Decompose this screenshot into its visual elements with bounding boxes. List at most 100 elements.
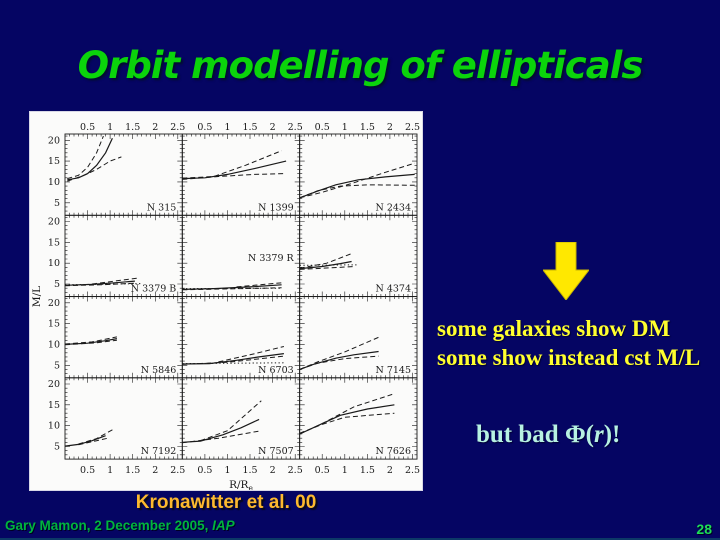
y-tick-label: 20 [48, 379, 60, 390]
y-tick-label: 10 [48, 421, 60, 432]
phi-annotation-suffix: )! [603, 421, 621, 448]
x-tick-label: 2 [270, 465, 276, 476]
footer-credit-text: Gary Mamon, 2 December 2005, [5, 518, 213, 533]
x-tick-label: 0.5 [315, 465, 330, 476]
x-tick-label: 0.5 [197, 122, 212, 133]
galaxy-label: N 7192 [141, 446, 177, 457]
solid-line [299, 173, 415, 199]
dashed-upper-line [78, 429, 113, 445]
x-tick-label: 1.5 [242, 122, 257, 133]
solid-line [67, 137, 113, 181]
galaxy-label: N 5846 [141, 365, 177, 376]
y-tick-label: 20 [48, 135, 60, 146]
galaxy-label: N 7145 [375, 365, 411, 376]
y-tick-label: 20 [48, 298, 60, 309]
solid-line [299, 260, 352, 270]
x-tick-label: 1 [342, 465, 348, 476]
dm-annotation-line2: some show instead cst M/L [437, 345, 701, 370]
ml-profiles-chart: N 315 N 1399 N 2434 N 3379 B N 3379 R N 4374 N… [31, 122, 420, 493]
galaxy-label: N 7626 [375, 446, 411, 457]
y-axis-title: M/L [31, 286, 43, 307]
x-tick-label: 2 [152, 122, 158, 133]
x-tick-label: 2.5 [288, 465, 303, 476]
phi-annotation-variable: r [594, 421, 604, 448]
plot-panel: N 5846 [64, 296, 183, 379]
y-tick-label: 10 [48, 177, 60, 188]
x-tick-label: 2 [152, 465, 158, 476]
slide-bottom-edge [0, 538, 720, 540]
page-number: 28 [696, 521, 712, 537]
plot-panel: N 1399 [181, 133, 301, 216]
galaxy-label: N 3379 R [248, 253, 295, 264]
y-tick-label: 15 [48, 319, 60, 330]
x-tick-label: 2 [270, 122, 276, 133]
dashed-upper-line [299, 162, 415, 199]
plot-panel: N 7507 [181, 377, 301, 460]
solid-line [182, 353, 284, 365]
dm-annotation-line1: some galaxies show DM [437, 316, 671, 341]
dotted-line [299, 264, 359, 266]
galaxy-label: N 1399 [258, 202, 294, 213]
x-tick-label: 1 [107, 122, 113, 133]
y-tick-label: 5 [54, 360, 60, 371]
solid-line [182, 418, 260, 443]
x-tick-label: 2 [387, 465, 393, 476]
dashed-lower-line [78, 437, 109, 446]
plot-panel: N 7626 [299, 377, 418, 460]
footer-affiliation: IAP [212, 518, 235, 533]
plot-panel: N 7192 [64, 377, 183, 460]
y-tick-label: 15 [48, 400, 60, 411]
x-tick-label: 2.5 [405, 122, 420, 133]
dashed-upper-line [218, 346, 285, 363]
solid-line [182, 160, 287, 180]
x-tick-label: 0.5 [197, 465, 212, 476]
slide-title: Orbit modelling of ellipticals [77, 44, 644, 87]
x-tick-label: 1.5 [360, 122, 375, 133]
y-tick-label: 20 [48, 217, 60, 228]
dashed-lower-line [182, 355, 284, 365]
y-tick-label: 5 [54, 442, 60, 453]
galaxy-label: N 3379 B [131, 284, 177, 295]
dashed-upper-line [182, 150, 282, 179]
y-tick-label: 5 [54, 198, 60, 209]
phi-annotation-prefix: but bad Φ( [476, 421, 594, 448]
x-tick-label: 1.5 [360, 465, 375, 476]
x-tick-label: 0.5 [315, 122, 330, 133]
plot-panel: N 7145 [299, 296, 418, 379]
galaxy-label: N 6703 [258, 365, 294, 376]
plot-panel: N 2434 [299, 133, 418, 216]
y-tick-label: 15 [48, 237, 60, 248]
solid-line [182, 284, 282, 290]
dashed-lower-line [67, 156, 122, 182]
x-tick-label: 1 [342, 122, 348, 133]
dashed-lower-line [299, 412, 395, 434]
dotted-line [64, 283, 142, 286]
dashed-upper-line [299, 253, 352, 269]
figure-panel: N 315 N 1399 N 2434 N 3379 B N 3379 R N 4374 N… [30, 112, 422, 493]
dashed-upper-line [200, 400, 262, 442]
solid-line [64, 435, 106, 447]
plot-panel: N 6703 [181, 296, 301, 379]
galaxy-label: N 315 [147, 202, 176, 213]
x-tick-label: 2.5 [170, 122, 185, 133]
x-tick-label: 1.5 [125, 465, 140, 476]
dashed-lower-line [299, 266, 354, 270]
x-tick-label: 2.5 [405, 465, 420, 476]
x-tick-label: 2 [387, 122, 393, 133]
galaxy-label: N 4374 [375, 284, 411, 295]
x-tick-label: 1 [107, 465, 113, 476]
x-tick-label: 0.5 [80, 465, 95, 476]
figure-caption: Kronawitter et al. 00 [135, 492, 317, 513]
plot-panel: N 3379 B [64, 214, 183, 298]
x-axis-title: R/Re [229, 479, 253, 490]
x-tick-label: 1.5 [242, 465, 257, 476]
y-tick-label: 10 [48, 339, 60, 350]
down-arrow-icon [541, 241, 591, 301]
phi-annotation: but bad Φ(r)! [476, 421, 620, 449]
dashed-upper-line [64, 336, 117, 345]
y-tick-label: 15 [48, 156, 60, 167]
x-tick-label: 1 [224, 122, 230, 133]
plot-panel: N 3379 R [181, 214, 301, 298]
solid-line [64, 280, 135, 286]
